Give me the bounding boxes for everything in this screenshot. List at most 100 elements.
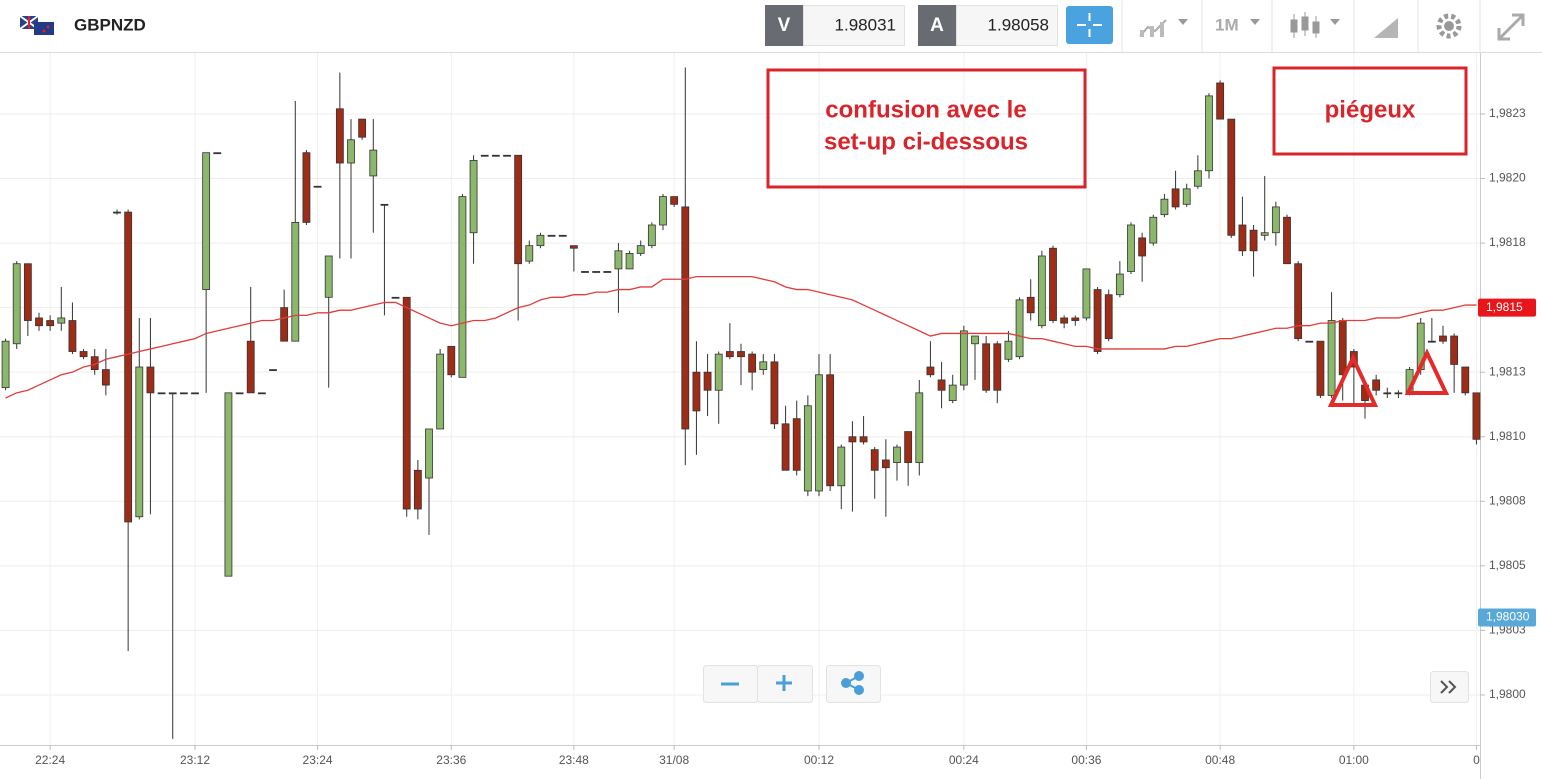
- y-tick-label: 1,9808: [1489, 493, 1526, 507]
- candle-body: [759, 361, 768, 370]
- ask-button[interactable]: [918, 5, 956, 46]
- candle-body: [1149, 216, 1158, 244]
- candle-body: [926, 366, 935, 376]
- scroll-end-button[interactable]: [1430, 671, 1469, 703]
- plot: 1,9823 1,9820 1,9818 1,9815 1,9813 1,9810 1,98…: [0, 53, 1526, 767]
- crosshair-button[interactable]: [1066, 6, 1113, 44]
- candle-body: [79, 351, 88, 358]
- candle-body: [1271, 206, 1280, 234]
- candle-body: [1160, 198, 1169, 216]
- annotation-box: [766, 68, 1087, 189]
- y-tick-label: 1,9823: [1489, 106, 1526, 120]
- expand-button[interactable]: [1497, 13, 1525, 41]
- annotation-box: [1272, 66, 1468, 156]
- bid-box[interactable]: [803, 5, 905, 46]
- candle-body: [614, 250, 623, 270]
- candle-body: [324, 255, 333, 298]
- candle-body: [68, 320, 77, 352]
- x-tick-label: 23:12: [180, 753, 210, 767]
- candle-body: [703, 371, 712, 391]
- candle-body: [870, 449, 879, 471]
- ask-box[interactable]: [956, 5, 1058, 46]
- candle-body: [581, 271, 589, 273]
- candle-body: [124, 211, 133, 523]
- x-tick-label: 22:24: [35, 753, 65, 767]
- candle-body: [402, 296, 411, 510]
- candle-body: [135, 366, 144, 518]
- candle-body: [714, 353, 723, 391]
- settings-button[interactable]: [1436, 13, 1462, 39]
- x-tick-label: 00:24: [949, 753, 979, 767]
- candle-body: [179, 392, 188, 395]
- candle-body: [971, 335, 979, 345]
- chart-type-button[interactable]: [1139, 19, 1188, 37]
- candle-body: [503, 154, 511, 157]
- x-tick-label: 23:24: [303, 753, 333, 767]
- annotation-text: piégeux: [1325, 96, 1416, 123]
- settings-hub: [1444, 21, 1454, 31]
- candle-body: [313, 185, 322, 188]
- y-tick-label: 1,9820: [1489, 171, 1526, 185]
- candle-body: [369, 149, 378, 177]
- candle-body: [347, 139, 355, 164]
- x-tick-label: 00:36: [1071, 753, 1101, 767]
- candle-body: [982, 343, 991, 391]
- share-button[interactable]: [826, 665, 881, 703]
- candle-type-button[interactable]: [1290, 12, 1340, 38]
- candle-body: [1037, 255, 1046, 327]
- candle-body: [1316, 340, 1325, 396]
- candle-body: [1327, 320, 1336, 396]
- symbol: GBPNZD: [74, 15, 146, 34]
- candle-body: [1238, 224, 1247, 252]
- candle-body: [1182, 188, 1191, 205]
- candle-body: [1193, 170, 1202, 187]
- candle-body: [1294, 263, 1303, 340]
- candle-body: [1227, 118, 1236, 236]
- candle-body: [859, 436, 868, 443]
- y-tick-label: 1,9805: [1489, 558, 1526, 572]
- ask-price: 1.98058: [988, 15, 1049, 34]
- candle-body: [458, 196, 467, 378]
- candle-body: [480, 154, 489, 157]
- candle-body: [57, 317, 66, 324]
- bid-button[interactable]: [765, 5, 803, 46]
- candle-body: [1, 340, 10, 389]
- candle-body: [358, 118, 367, 138]
- candle-body: [792, 418, 801, 471]
- candle-body: [1004, 340, 1013, 360]
- drawing-button[interactable]: [1374, 18, 1398, 38]
- candle-body: [1115, 273, 1124, 296]
- candle-body: [525, 245, 534, 262]
- candle-body: [692, 371, 701, 412]
- candle-body: [1472, 392, 1481, 440]
- candle-body: [993, 343, 1002, 391]
- candle-body: [725, 351, 734, 358]
- candle-body: [1216, 82, 1225, 120]
- x-tick-label: 31/08: [659, 753, 689, 767]
- candle-body: [1082, 268, 1091, 319]
- candle-body: [113, 211, 121, 214]
- candle-body: [770, 361, 779, 425]
- candle-body: [915, 392, 924, 463]
- candle-body: [558, 234, 567, 237]
- candle-body: [1026, 296, 1035, 314]
- candle-body: [491, 154, 500, 157]
- y-tick-label: 1,9800: [1489, 687, 1526, 701]
- candle-body: [937, 379, 946, 391]
- timeframe[interactable]: 1M: [1215, 15, 1239, 34]
- candle-body: [46, 320, 55, 327]
- candle-body: [1205, 95, 1213, 172]
- price-tag: [1478, 298, 1536, 317]
- bid-label: V: [778, 15, 791, 36]
- price-tag: [1478, 608, 1536, 627]
- candle-body: [959, 330, 968, 386]
- candle-body: [659, 196, 667, 226]
- candle-body: [425, 428, 433, 479]
- candle-body: [1439, 335, 1447, 342]
- candle-body: [1249, 229, 1258, 252]
- candle-body: [670, 196, 679, 205]
- candle-body: [269, 369, 277, 371]
- candle-body: [592, 271, 601, 273]
- x-tick-label: 01:00: [1339, 753, 1369, 767]
